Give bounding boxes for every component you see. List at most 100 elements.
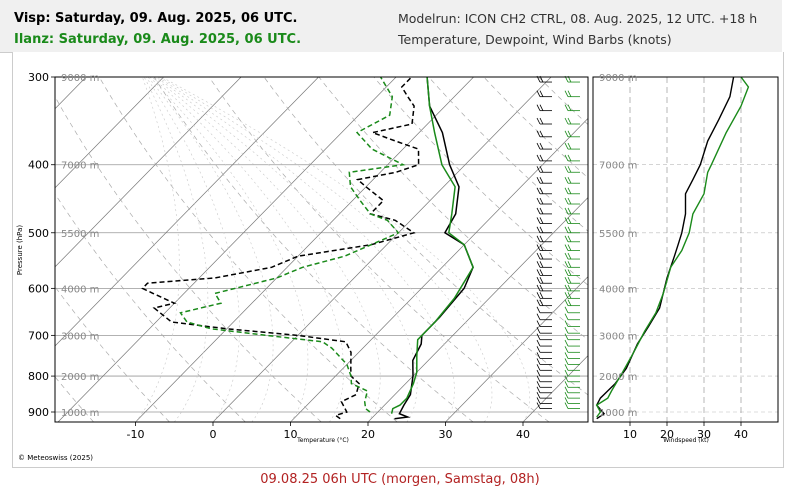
wind-barb-flag [536, 358, 541, 365]
wind-barb-flag [567, 235, 572, 242]
wind-barb-flag [539, 197, 544, 205]
wind-barb-flag [567, 130, 572, 137]
wind-barb-flag [536, 381, 541, 388]
ilanz-dewp-line [179, 77, 406, 413]
y-tick-label: 700 [28, 329, 49, 342]
isotherm [445, 276, 588, 422]
wind-barb-flag [564, 391, 569, 399]
wind-barb-flag [536, 306, 541, 313]
dry-adiabat [98, 77, 398, 422]
moist-adiabat [147, 77, 274, 422]
dry-adiabat [703, 77, 800, 422]
visp-temp-line [394, 77, 474, 420]
wind-barb-flag [539, 252, 544, 260]
wind-barb-flag [536, 166, 541, 173]
wind-barb-flag [536, 369, 541, 377]
y-tick-label: 600 [28, 282, 49, 295]
wind-barb-flag [567, 244, 572, 251]
wind-barb-flag [564, 104, 569, 111]
wind-barb-flag [567, 154, 572, 162]
wind-barb-flag [567, 261, 572, 268]
wind-profiles [595, 77, 750, 420]
wind-barb-flag [567, 277, 572, 284]
dry-adiabat [428, 77, 588, 232]
wind-barb-flag [536, 327, 541, 334]
wind-barb-flag [567, 252, 572, 260]
wind-barb-flag [567, 226, 572, 233]
dry-adiabat [153, 77, 474, 422]
wind-barb-flag [564, 327, 569, 334]
dry-adiabat [648, 77, 800, 422]
ilanz-title: Ilanz: Saturday, 09. Aug. 2025, 06 UTC. [14, 32, 302, 47]
caption: 09.08.25 06h UTC (morgen, Samstag, 08h) [260, 472, 540, 487]
wind-x-tick-label: 20 [660, 428, 674, 441]
dry-adiabat [483, 77, 588, 179]
wind-barb-flag [564, 187, 569, 194]
wind-barb-flag [564, 306, 569, 313]
skew-t-x-label: Temperature (°C) [296, 437, 349, 444]
wind-barb-flag [539, 292, 544, 299]
wind-height-label: 1000 m [599, 408, 637, 419]
wind-barb-flag [564, 375, 569, 382]
wind-barb-flag [536, 320, 541, 327]
wind-barb-flag [536, 339, 541, 347]
chart-subtitle: Temperature, Dewpoint, Wind Barbs (knots… [398, 32, 672, 47]
wind-barb-flag [564, 299, 569, 306]
skew-t-y-label: Pressure (hPa) [16, 225, 24, 275]
wind-barb-flag [564, 358, 569, 365]
wind-barb-flag [536, 346, 541, 353]
dry-adiabat [373, 77, 588, 286]
wind-barb-flag [536, 187, 541, 194]
wind-barb-flag [539, 277, 544, 284]
wind-barb-flag [564, 402, 569, 409]
wind-barb-flag [564, 364, 569, 371]
dry-adiabat [55, 193, 246, 422]
isotherm [678, 77, 800, 422]
wind-barb-flag [536, 142, 541, 150]
moist-adiabat [149, 77, 309, 422]
wind-barbs [536, 75, 580, 409]
wind-barb-flag [539, 226, 544, 233]
wind-x-tick-label: 10 [623, 428, 637, 441]
height-label: 2000 m [61, 372, 99, 383]
wind-barb-flag [536, 217, 541, 224]
wind-barb-flag [564, 177, 569, 184]
chart-frame [12, 52, 784, 468]
wind-barb-flag [564, 313, 569, 320]
height-label: 4000 m [61, 284, 99, 295]
height-label: 5500 m [61, 229, 99, 240]
wind-x-label: Windspeed (kt) [663, 437, 709, 444]
height-label: 3000 m [61, 331, 99, 342]
wind-barb-flag [539, 177, 544, 184]
y-tick-label: 500 [28, 227, 49, 240]
wind-barb-flag [564, 197, 569, 205]
wind-barb-flag [539, 187, 544, 194]
x-tick-label: 10 [284, 428, 298, 441]
wind-barb-flag [564, 269, 569, 276]
moist-adiabat [143, 77, 209, 422]
moist-adiabat [145, 77, 240, 422]
wind-barb-flag [567, 90, 572, 97]
dry-adiabat [55, 95, 322, 422]
wind-barb-flag [567, 187, 572, 194]
wind-barb-flag [539, 244, 544, 251]
isotherm [0, 77, 9, 422]
wind-barb-flag [539, 207, 544, 215]
wind-barb-flag [564, 217, 569, 224]
x-tick-label: 30 [439, 428, 453, 441]
wind-barb-flag [536, 333, 541, 340]
wind-barb-flag [564, 261, 569, 268]
wind-barb-flag [564, 333, 569, 340]
wind-barb-flag [564, 226, 569, 233]
wind-barb-flag [567, 166, 572, 173]
wind-barb-flag [564, 292, 569, 299]
x-tick-label: 40 [516, 428, 530, 441]
wind-barb-flag [539, 166, 544, 173]
wind-barb-flag [539, 261, 544, 268]
wind-barb-flag [564, 166, 569, 173]
skew-t-background [0, 77, 800, 422]
wind-barb-flag [564, 284, 569, 292]
wind-height-label: 3000 m [599, 331, 637, 342]
wind-barb-flag [567, 284, 572, 292]
isotherm [57, 77, 397, 422]
